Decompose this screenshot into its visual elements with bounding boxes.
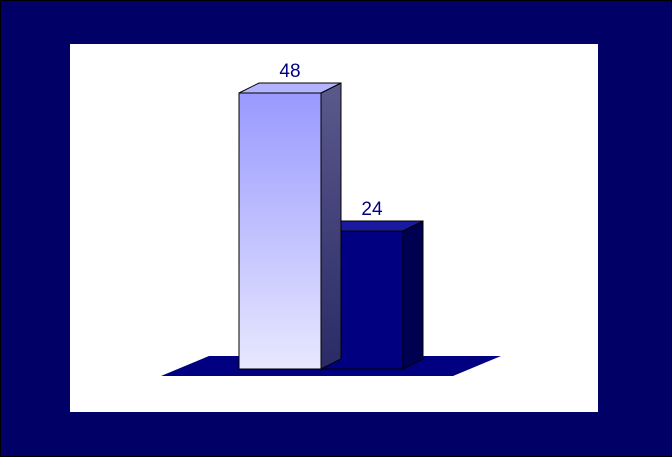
bars-layer: 48 24 — [238, 61, 424, 370]
data-label-1: 48 — [279, 61, 300, 82]
bar-1 — [238, 82, 342, 370]
bar-1-side — [320, 82, 342, 370]
bar-1-front — [238, 92, 322, 370]
data-label-2: 24 — [361, 199, 383, 220]
bar-2-side — [402, 220, 424, 370]
